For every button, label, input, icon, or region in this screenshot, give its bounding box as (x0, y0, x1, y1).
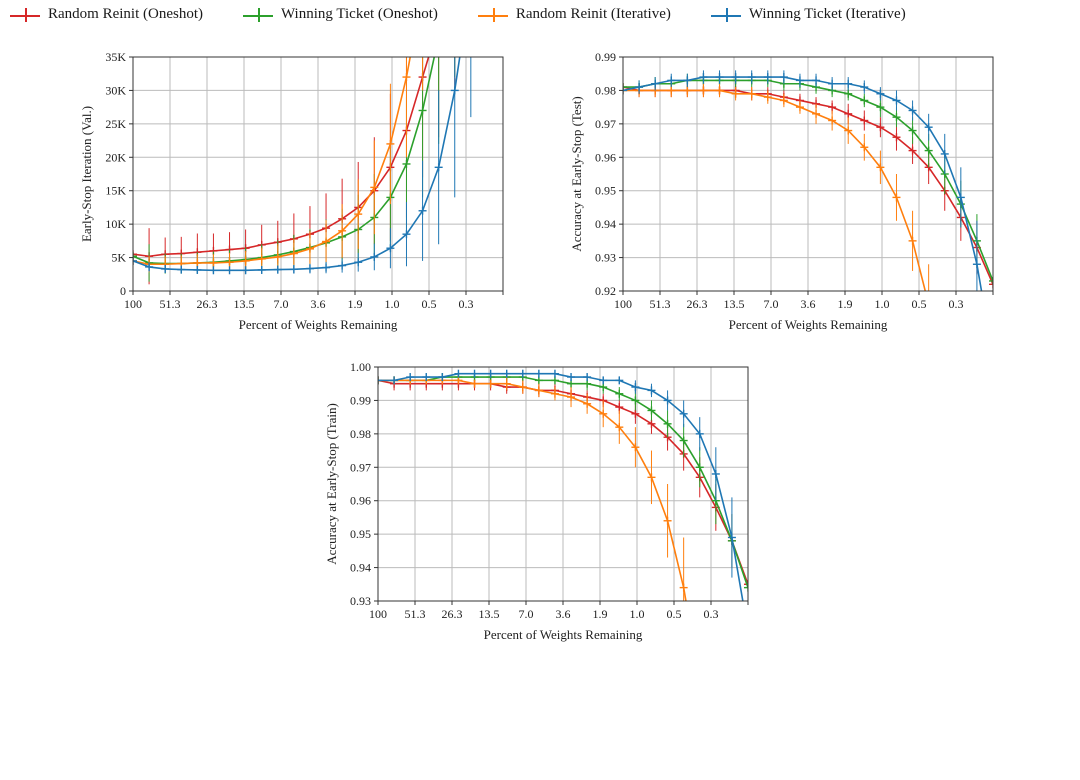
svg-text:51.3: 51.3 (405, 607, 426, 621)
legend-item-1: Winning Ticket (Oneshot) (243, 6, 438, 23)
svg-text:0: 0 (120, 284, 126, 298)
svg-text:0.97: 0.97 (595, 117, 616, 131)
svg-text:1.9: 1.9 (838, 297, 853, 311)
legend-swatch-1 (243, 8, 273, 22)
legend-label-0: Random Reinit (Oneshot) (48, 6, 203, 23)
svg-text:Percent of Weights Remaining: Percent of Weights Remaining (729, 317, 888, 332)
svg-text:0.99: 0.99 (350, 393, 371, 407)
legend-label-1: Winning Ticket (Oneshot) (281, 6, 438, 23)
svg-text:51.3: 51.3 (160, 297, 181, 311)
svg-text:0.99: 0.99 (595, 50, 616, 64)
chart-acc-test: 0.92 0.93 0.94 0.95 0.96 0.97 0.98 0.99 100 51.3 2… (565, 47, 1005, 337)
legend-item-0: Random Reinit (Oneshot) (10, 6, 203, 23)
svg-text:0.98: 0.98 (350, 427, 371, 441)
legend-item-2: Random Reinit (Iterative) (478, 6, 671, 23)
svg-text:26.3: 26.3 (687, 297, 708, 311)
svg-text:30K: 30K (105, 83, 126, 97)
svg-text:0.96: 0.96 (350, 494, 371, 508)
charts-row-top: 0 5K 10K 15K 20K 25K 30K 35K 100 51.3 26.3 13.5 7.0 3… (0, 47, 1080, 337)
svg-text:Percent of Weights Remaining: Percent of Weights Remaining (239, 317, 398, 332)
svg-text:1.0: 1.0 (385, 297, 400, 311)
svg-text:0.5: 0.5 (667, 607, 682, 621)
legend: Random Reinit (Oneshot) Winning Ticket (… (0, 0, 1080, 27)
legend-swatch-2 (478, 8, 508, 22)
legend-swatch-0 (10, 8, 40, 22)
svg-text:51.3: 51.3 (650, 297, 671, 311)
chart-svg-early-stop: 0 5K 10K 15K 20K 25K 30K 35K 100 51.3 26.3 13.5 7.0 3… (75, 47, 515, 337)
svg-text:0.5: 0.5 (912, 297, 927, 311)
svg-text:0.94: 0.94 (595, 217, 616, 231)
svg-text:0.95: 0.95 (595, 184, 616, 198)
svg-text:15K: 15K (105, 184, 126, 198)
svg-text:13.5: 13.5 (724, 297, 745, 311)
svg-text:0.97: 0.97 (350, 460, 371, 474)
svg-text:1.9: 1.9 (348, 297, 363, 311)
svg-text:10K: 10K (105, 217, 126, 231)
svg-text:20K: 20K (105, 150, 126, 164)
svg-text:7.0: 7.0 (764, 297, 779, 311)
svg-text:Accuracy at Early-Stop (Train): Accuracy at Early-Stop (Train) (324, 403, 339, 565)
svg-text:1.9: 1.9 (593, 607, 608, 621)
svg-text:100: 100 (369, 607, 387, 621)
legend-label-3: Winning Ticket (Iterative) (749, 6, 906, 23)
svg-text:0.93: 0.93 (350, 594, 371, 608)
svg-text:0.3: 0.3 (704, 607, 719, 621)
svg-text:0.94: 0.94 (350, 561, 371, 575)
svg-text:5K: 5K (111, 251, 126, 265)
svg-text:3.6: 3.6 (556, 607, 571, 621)
svg-text:0.5: 0.5 (422, 297, 437, 311)
legend-item-3: Winning Ticket (Iterative) (711, 6, 906, 23)
chart-early-stop: 0 5K 10K 15K 20K 25K 30K 35K 100 51.3 26.3 13.5 7.0 3… (75, 47, 515, 337)
svg-text:Early-Stop Iteration (Val.): Early-Stop Iteration (Val.) (79, 106, 94, 242)
svg-text:0.3: 0.3 (459, 297, 474, 311)
svg-text:26.3: 26.3 (442, 607, 463, 621)
svg-text:0.98: 0.98 (595, 83, 616, 97)
legend-label-2: Random Reinit (Iterative) (516, 6, 671, 23)
svg-text:Accuracy at Early-Stop (Test): Accuracy at Early-Stop (Test) (569, 96, 584, 251)
svg-text:13.5: 13.5 (234, 297, 255, 311)
svg-text:0.93: 0.93 (595, 251, 616, 265)
chart-svg-acc-train: 0.93 0.94 0.95 0.96 0.97 0.98 0.99 1.00 100 51.3 2… (320, 357, 760, 647)
svg-text:1.0: 1.0 (630, 607, 645, 621)
svg-text:26.3: 26.3 (197, 297, 218, 311)
svg-text:0.92: 0.92 (595, 284, 616, 298)
svg-text:Percent of Weights Remaining: Percent of Weights Remaining (484, 627, 643, 642)
svg-text:100: 100 (124, 297, 142, 311)
svg-text:25K: 25K (105, 117, 126, 131)
svg-text:0.3: 0.3 (949, 297, 964, 311)
charts-row-bottom: 0.93 0.94 0.95 0.96 0.97 0.98 0.99 1.00 100 51.3 2… (0, 357, 1080, 647)
svg-text:35K: 35K (105, 50, 126, 64)
svg-text:0.95: 0.95 (350, 527, 371, 541)
svg-text:0.96: 0.96 (595, 150, 616, 164)
svg-text:7.0: 7.0 (519, 607, 534, 621)
svg-text:100: 100 (614, 297, 632, 311)
svg-text:1.0: 1.0 (875, 297, 890, 311)
chart-acc-train: 0.93 0.94 0.95 0.96 0.97 0.98 0.99 1.00 100 51.3 2… (320, 357, 760, 647)
svg-text:3.6: 3.6 (801, 297, 816, 311)
svg-text:13.5: 13.5 (479, 607, 500, 621)
svg-text:7.0: 7.0 (274, 297, 289, 311)
svg-text:1.00: 1.00 (350, 360, 371, 374)
svg-text:3.6: 3.6 (311, 297, 326, 311)
chart-svg-acc-test: 0.92 0.93 0.94 0.95 0.96 0.97 0.98 0.99 100 51.3 2… (565, 47, 1005, 337)
legend-swatch-3 (711, 8, 741, 22)
